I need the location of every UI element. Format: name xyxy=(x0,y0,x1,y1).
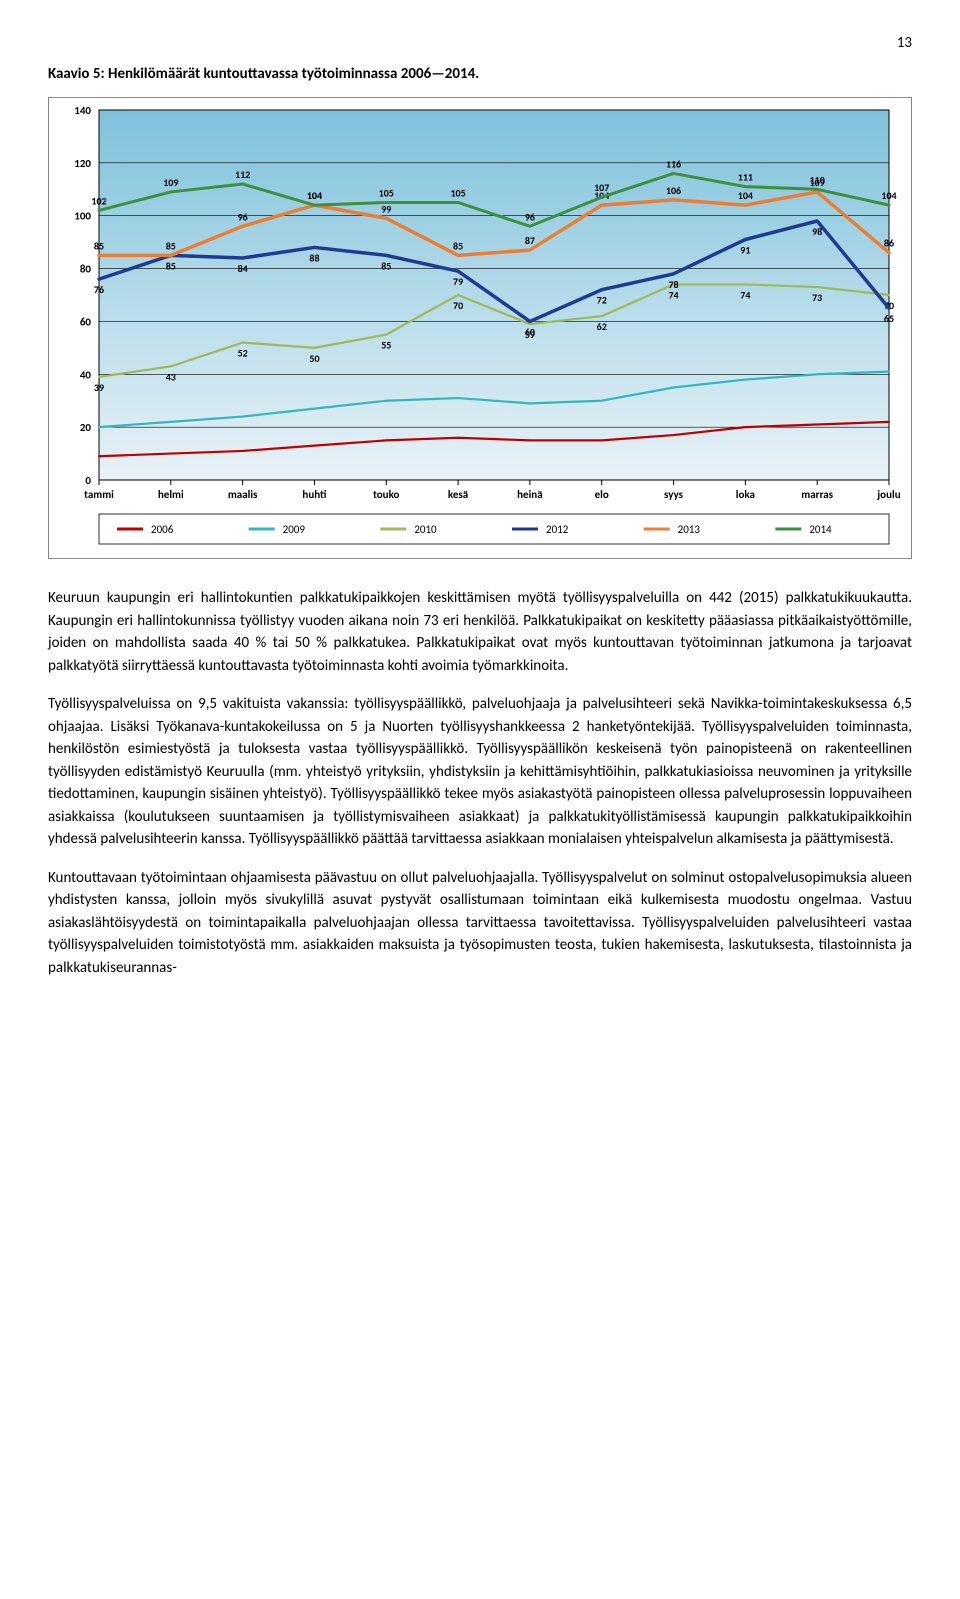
chart-title: Kaavio 5: Henkilömäärät kuntouttavassa t… xyxy=(48,63,912,86)
svg-text:110: 110 xyxy=(810,173,825,186)
svg-text:107: 107 xyxy=(594,181,609,194)
svg-text:kesä: kesä xyxy=(448,488,468,501)
svg-text:105: 105 xyxy=(379,187,394,200)
svg-text:65: 65 xyxy=(884,312,894,325)
svg-text:109: 109 xyxy=(163,176,178,189)
body-text: Keuruun kaupungin eri hallintokuntien pa… xyxy=(48,587,912,979)
svg-text:104: 104 xyxy=(307,189,322,202)
line-chart: 0 20 40 60 80 100 120 140 tammi helmi maalis huhti t… xyxy=(49,98,911,558)
svg-text:96: 96 xyxy=(525,210,535,223)
svg-text:76: 76 xyxy=(94,283,104,296)
svg-text:touko: touko xyxy=(373,488,399,501)
svg-text:91: 91 xyxy=(740,244,750,257)
svg-text:72: 72 xyxy=(597,294,607,307)
svg-text:syys: syys xyxy=(664,488,684,501)
svg-text:140: 140 xyxy=(74,104,91,117)
svg-text:85: 85 xyxy=(381,259,391,272)
svg-text:2006: 2006 xyxy=(151,523,174,536)
svg-text:96: 96 xyxy=(238,210,248,223)
svg-text:elo: elo xyxy=(595,488,609,501)
svg-text:84: 84 xyxy=(238,262,248,275)
svg-text:2012: 2012 xyxy=(546,523,569,536)
svg-text:helmi: helmi xyxy=(158,488,184,501)
svg-text:102: 102 xyxy=(91,194,106,207)
svg-text:40: 40 xyxy=(80,368,92,381)
page-number: 13 xyxy=(48,32,912,55)
svg-text:86: 86 xyxy=(884,237,894,250)
svg-text:2014: 2014 xyxy=(809,523,832,536)
svg-text:98: 98 xyxy=(812,225,822,238)
svg-text:heinä: heinä xyxy=(517,488,542,501)
svg-text:100: 100 xyxy=(74,210,91,223)
paragraph: Kuntouttavaan työtoimintaan ohjaamisesta… xyxy=(48,867,912,980)
svg-text:73: 73 xyxy=(812,291,822,304)
svg-text:huhti: huhti xyxy=(302,488,327,501)
svg-text:joulu: joulu xyxy=(876,488,900,501)
svg-text:78: 78 xyxy=(668,278,678,291)
chart-container: 0 20 40 60 80 100 120 140 tammi helmi maalis huhti t… xyxy=(48,97,912,559)
svg-text:2009: 2009 xyxy=(283,523,306,536)
svg-text:maalis: maalis xyxy=(228,488,258,501)
svg-text:104: 104 xyxy=(881,189,896,202)
svg-text:116: 116 xyxy=(666,157,681,170)
svg-text:52: 52 xyxy=(238,347,248,360)
svg-text:tammi: tammi xyxy=(84,488,114,501)
svg-text:120: 120 xyxy=(74,157,91,170)
svg-text:60: 60 xyxy=(525,325,535,338)
svg-text:87: 87 xyxy=(525,234,535,247)
svg-text:99: 99 xyxy=(381,202,391,215)
paragraph: Työllisyyspalveluissa on 9,5 vakituista … xyxy=(48,693,912,851)
svg-text:85: 85 xyxy=(453,239,463,252)
svg-text:74: 74 xyxy=(740,288,750,301)
svg-text:88: 88 xyxy=(309,251,319,264)
svg-text:55: 55 xyxy=(381,339,391,352)
svg-text:85: 85 xyxy=(166,239,176,252)
svg-text:50: 50 xyxy=(309,352,319,365)
svg-text:79: 79 xyxy=(453,275,463,288)
svg-text:20: 20 xyxy=(80,421,92,434)
svg-text:0: 0 xyxy=(85,474,91,487)
svg-text:43: 43 xyxy=(166,370,176,383)
svg-text:marras: marras xyxy=(801,488,833,501)
svg-text:loka: loka xyxy=(736,488,755,501)
paragraph: Keuruun kaupungin eri hallintokuntien pa… xyxy=(48,587,912,677)
svg-text:112: 112 xyxy=(235,168,250,181)
svg-text:70: 70 xyxy=(453,299,463,312)
svg-text:2013: 2013 xyxy=(678,523,701,536)
svg-text:111: 111 xyxy=(738,171,753,184)
svg-text:80: 80 xyxy=(80,263,92,276)
svg-text:104: 104 xyxy=(738,189,753,202)
svg-text:106: 106 xyxy=(666,184,681,197)
svg-text:60: 60 xyxy=(80,315,92,328)
svg-text:62: 62 xyxy=(597,320,607,333)
svg-text:39: 39 xyxy=(94,381,104,394)
svg-text:105: 105 xyxy=(450,187,465,200)
svg-text:2010: 2010 xyxy=(414,523,437,536)
svg-text:85: 85 xyxy=(166,259,176,272)
svg-text:85: 85 xyxy=(94,239,104,252)
